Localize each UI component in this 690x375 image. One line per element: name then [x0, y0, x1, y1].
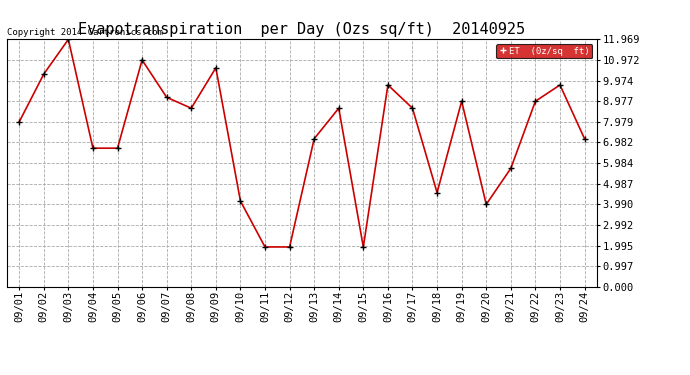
Text: Copyright 2014 Cartronics.com: Copyright 2014 Cartronics.com: [7, 28, 163, 37]
Legend: ET  (0z/sq  ft): ET (0z/sq ft): [496, 44, 592, 58]
Title: Evapotranspiration  per Day (Ozs sq/ft)  20140925: Evapotranspiration per Day (Ozs sq/ft) 2…: [78, 22, 526, 37]
